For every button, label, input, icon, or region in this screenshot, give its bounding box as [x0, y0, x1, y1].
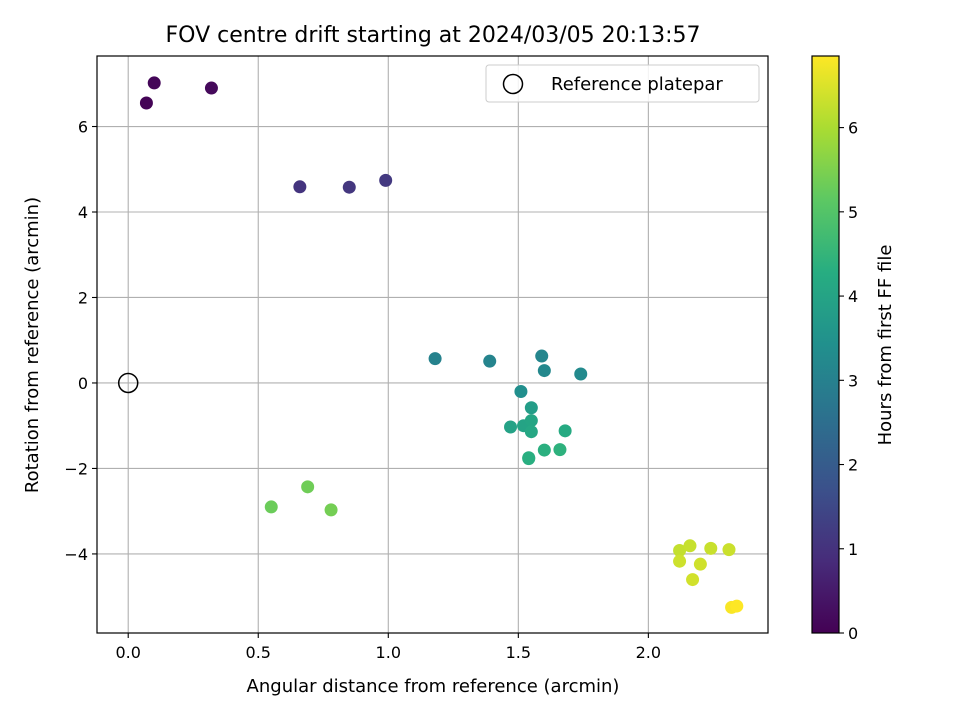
data-point: [524, 401, 538, 415]
chart-title: FOV centre drift starting at 2024/03/05 …: [166, 23, 701, 48]
colorbar-tick-label: 1: [848, 540, 858, 559]
data-point: [730, 599, 744, 613]
colorbar-tick-label: 6: [848, 119, 858, 138]
data-point: [537, 364, 551, 378]
data-point: [693, 557, 707, 571]
colorbar-tick-label: 4: [848, 287, 858, 306]
x-tick-label: 0.5: [246, 643, 271, 662]
data-point: [537, 443, 551, 457]
y-tick-label: 4: [78, 203, 88, 222]
colorbar-ticks: 0 1 2 3 4 5 6: [839, 119, 858, 643]
data-point: [673, 544, 687, 558]
y-axis-label: Rotation from reference (arcmin): [22, 197, 43, 493]
data-point: [704, 541, 718, 555]
data-point: [522, 452, 536, 466]
reference-point: [117, 372, 139, 394]
y-tick-label: 6: [78, 118, 88, 137]
x-tick-label: 1.5: [506, 643, 531, 662]
data-point: [324, 503, 338, 517]
data-point: [139, 96, 153, 110]
data-point: [342, 180, 356, 194]
data-point: [683, 539, 697, 553]
plot-frame: [96, 55, 769, 634]
data-point: [673, 554, 687, 568]
data-point: [524, 425, 538, 439]
data-point: [514, 385, 528, 399]
data-point: [379, 173, 393, 187]
x-tick-label: 2.0: [636, 643, 661, 662]
colorbar-tick-label: 5: [848, 203, 858, 222]
y-tick-label: −4: [64, 545, 88, 564]
y-tick-label: 2: [78, 288, 88, 307]
legend-box: [485, 64, 760, 103]
colorbar-tick-label: 3: [848, 371, 858, 390]
data-point: [301, 480, 315, 494]
y-axis-ticks: −4 −2 0 2 4 6: [64, 118, 97, 564]
x-axis-ticks: 0.0 0.5 1.0 1.5 2.0: [115, 633, 661, 662]
data-point: [574, 367, 588, 381]
data-point: [722, 543, 736, 557]
grid-lines: [97, 56, 768, 633]
x-tick-label: 0.0: [115, 643, 140, 662]
data-point: [293, 180, 307, 194]
y-tick-label: 0: [78, 374, 88, 393]
data-point: [204, 81, 218, 95]
colorbar-tick-label: 2: [848, 456, 858, 475]
x-tick-label: 1.0: [376, 643, 401, 662]
reference-marker: [117, 372, 139, 394]
data-point: [264, 500, 278, 514]
data-point: [147, 76, 161, 90]
data-point: [553, 443, 567, 457]
legend-label: Reference platepar: [551, 74, 723, 95]
scatter-points: [139, 76, 744, 614]
data-point: [524, 414, 538, 428]
data-point: [483, 354, 497, 368]
data-point: [558, 424, 572, 438]
colorbar-label: Hours from first FF file: [875, 245, 896, 446]
colorbar-tick-label: 0: [848, 624, 858, 643]
legend: Reference platepar: [485, 64, 760, 103]
data-point: [504, 420, 518, 434]
x-axis-label: Angular distance from reference (arcmin): [247, 676, 620, 697]
data-point: [535, 349, 549, 363]
colorbar: [811, 55, 840, 634]
y-tick-label: −2: [64, 459, 88, 478]
data-point: [686, 573, 700, 587]
data-point: [428, 352, 442, 366]
legend-marker: [502, 73, 524, 95]
